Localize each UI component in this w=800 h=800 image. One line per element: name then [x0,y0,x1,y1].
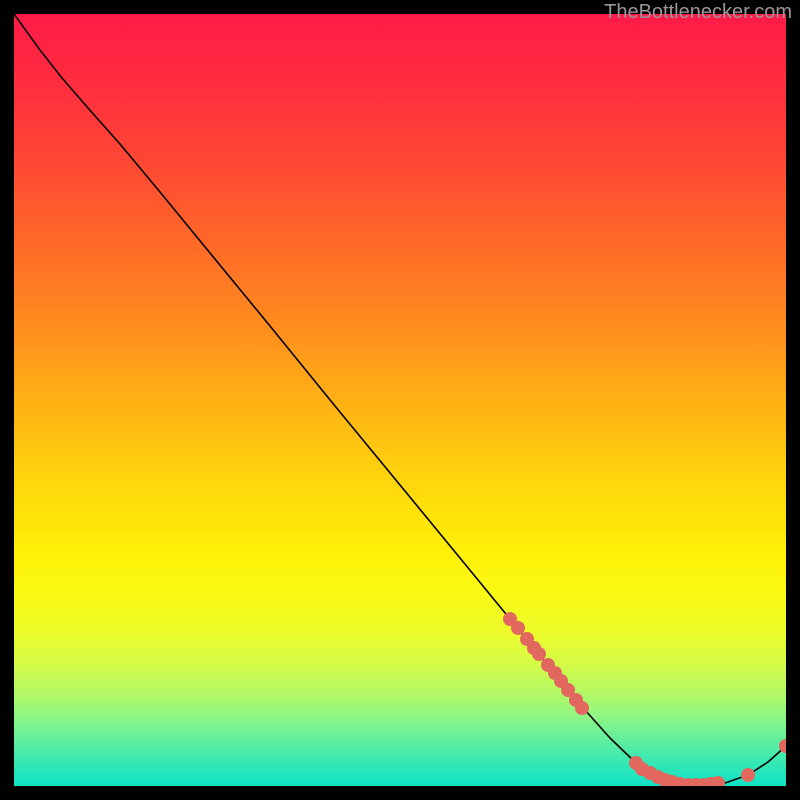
curve-marker [711,776,725,790]
chart-stage: TheBottlenecker.com [0,0,800,800]
gradient-background [14,14,786,786]
curve-marker [511,621,525,635]
curve-marker [779,739,793,753]
curve-marker [575,701,589,715]
bottleneck-chart [0,0,800,800]
curve-marker [741,768,755,782]
curve-marker [532,647,546,661]
